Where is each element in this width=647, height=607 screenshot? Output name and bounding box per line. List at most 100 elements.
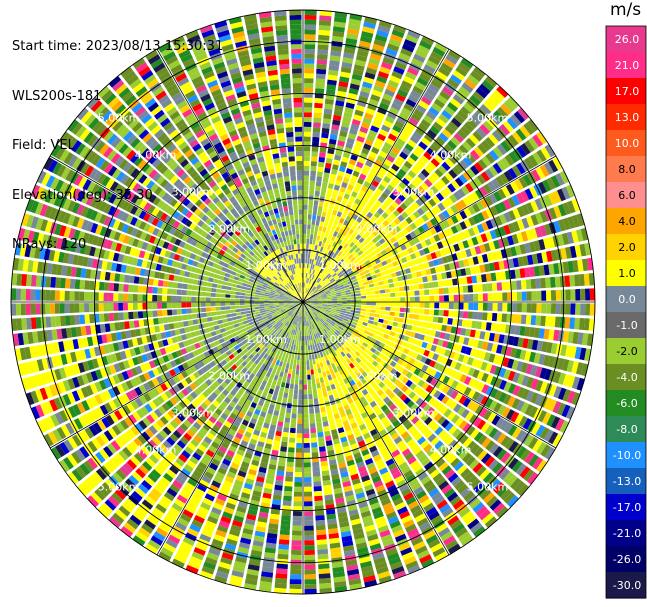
ppi-gate — [339, 340, 345, 346]
ppi-gate — [312, 305, 317, 308]
ppi-gate — [325, 344, 330, 350]
ppi-gate — [304, 78, 314, 84]
ppi-gate — [297, 350, 301, 356]
ppi-gate — [343, 193, 350, 200]
ppi-gate — [574, 244, 582, 258]
ppi-gate — [414, 81, 426, 91]
ppi-gate — [320, 281, 325, 286]
ppi-gate — [516, 291, 522, 301]
ppi-gate — [323, 345, 328, 351]
ppi-gate — [430, 436, 440, 446]
ppi-gate — [332, 189, 339, 196]
ppi-gate — [415, 468, 426, 477]
ppi-gate — [574, 346, 582, 360]
ppi-gate — [526, 376, 534, 388]
ppi-gate — [574, 274, 580, 287]
ppi-gate — [475, 87, 488, 99]
ppi-gate — [318, 573, 331, 579]
ppi-gate — [331, 293, 337, 296]
ppi-gate — [422, 191, 431, 201]
ppi-gate — [463, 229, 471, 239]
ppi-gate — [510, 477, 522, 490]
ppi-gate — [293, 501, 302, 507]
ppi-gate — [312, 329, 315, 335]
ppi-gate — [399, 483, 410, 493]
ppi-gate — [307, 278, 310, 284]
ppi-gate — [428, 198, 437, 207]
ppi-gate — [445, 237, 453, 246]
ppi-gate — [509, 269, 516, 279]
ppi-gate — [447, 78, 460, 89]
ppi-gate — [355, 54, 368, 62]
ppi-gate — [399, 510, 411, 520]
ppi-gate — [391, 449, 401, 458]
ppi-gate — [277, 421, 284, 427]
ppi-gate — [314, 373, 319, 379]
ppi-gate — [438, 309, 444, 316]
ppi-gate — [395, 292, 401, 297]
ppi-gate — [335, 311, 341, 314]
ppi-gate — [410, 166, 420, 175]
ppi-gate — [344, 284, 350, 289]
ppi-gate — [350, 309, 356, 313]
ppi-gate — [306, 238, 310, 244]
ppi-gate — [513, 480, 526, 493]
ppi-gate — [405, 255, 412, 262]
ppi-gate — [319, 446, 326, 452]
ppi-gate — [355, 182, 362, 189]
ppi-gate — [496, 506, 509, 518]
ppi-gate — [362, 277, 368, 283]
ppi-gate — [363, 318, 369, 323]
ppi-gate — [334, 254, 340, 261]
ppi-gate — [310, 175, 316, 181]
ppi-gate — [326, 307, 332, 310]
ppi-gate — [432, 547, 446, 558]
ppi-gate — [341, 308, 347, 311]
ppi-gate — [490, 376, 498, 387]
ppi-gate — [351, 447, 360, 455]
ppi-gate — [476, 200, 485, 211]
ppi-gate — [356, 265, 362, 271]
ppi-gate — [455, 527, 468, 538]
ppi-gate — [338, 228, 344, 235]
ppi-gate — [401, 431, 410, 440]
ppi-gate — [326, 318, 332, 322]
ppi-gate — [356, 403, 364, 411]
ppi-gate — [385, 306, 391, 311]
ppi-gate — [317, 210, 322, 217]
ppi-gate — [472, 177, 482, 188]
ppi-gate — [343, 263, 349, 269]
ppi-gate — [463, 376, 472, 386]
ppi-gate — [281, 436, 288, 443]
ppi-gate — [310, 432, 317, 438]
ppi-gate — [499, 468, 511, 481]
ppi-gate — [281, 510, 291, 516]
ppi-gate — [299, 379, 303, 385]
ppi-gate — [349, 128, 358, 136]
ppi-gate — [441, 272, 448, 280]
ppi-gate — [405, 71, 417, 81]
ppi-gate — [397, 276, 403, 282]
ppi-gate — [307, 303, 313, 305]
ppi-gate — [417, 234, 425, 242]
ppi-gate — [318, 251, 322, 257]
ppi-gate — [294, 481, 303, 487]
ppi-gate — [531, 169, 541, 182]
ppi-gate — [375, 397, 383, 404]
ppi-gate — [347, 413, 354, 420]
ppi-gate — [433, 288, 439, 295]
ppi-gate — [430, 378, 438, 387]
ppi-gate — [312, 318, 317, 323]
ppi-gate — [417, 44, 430, 55]
ppi-gate — [511, 131, 523, 144]
ppi-gate — [565, 184, 576, 198]
ppi-gate — [330, 309, 336, 313]
ppi-gate — [313, 311, 319, 315]
ppi-gate — [361, 299, 367, 302]
ppi-gate — [520, 449, 531, 461]
ppi-gate — [280, 446, 287, 452]
ppi-gate — [444, 349, 451, 357]
ppi-gate — [491, 251, 498, 261]
ppi-gate — [340, 241, 346, 247]
ppi-gate — [375, 219, 382, 226]
